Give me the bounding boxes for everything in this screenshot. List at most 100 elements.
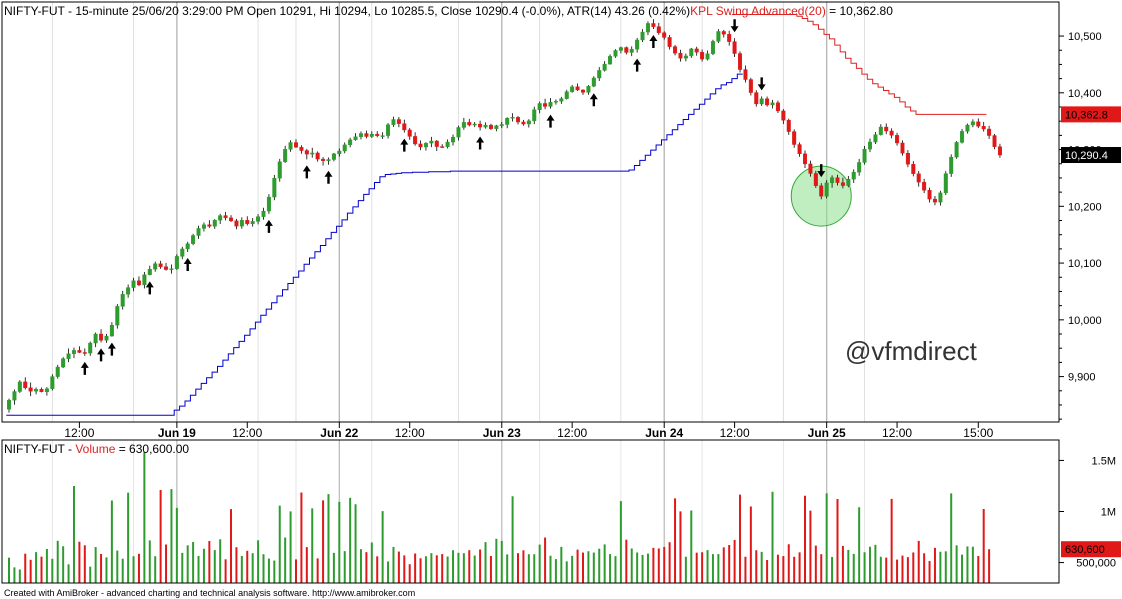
candle (997, 143, 1002, 158)
candle (608, 54, 613, 65)
volume-last-badge (1061, 541, 1121, 558)
candle-body (99, 333, 104, 341)
candle (873, 131, 878, 145)
candle-body (656, 26, 661, 33)
candle-body (207, 224, 212, 227)
candle-body (840, 182, 845, 186)
candle-body (283, 149, 288, 162)
candle (775, 100, 780, 113)
candle (786, 118, 791, 135)
candle-body (299, 146, 304, 151)
candle (537, 101, 542, 114)
candle (559, 96, 564, 104)
candle-body (700, 51, 705, 60)
candle (461, 117, 466, 130)
candle (846, 175, 851, 188)
candle (499, 121, 504, 128)
candle (721, 29, 726, 38)
candle (656, 22, 661, 35)
candle (293, 139, 298, 148)
candle (434, 139, 439, 152)
candle-body (846, 179, 851, 186)
candle (694, 46, 699, 56)
candle (277, 158, 282, 182)
candle-body (759, 98, 764, 105)
candle (835, 174, 840, 186)
candle (938, 190, 943, 206)
candle (6, 398, 11, 413)
candle-body (689, 48, 694, 57)
candle (759, 96, 764, 106)
candle (689, 47, 694, 58)
candle (77, 346, 82, 354)
candle-body (727, 34, 732, 42)
candle (532, 106, 537, 125)
candle-body (185, 243, 190, 250)
candle (710, 39, 715, 56)
time-axis-label: Jun 24 (645, 426, 683, 440)
candle-body (981, 126, 986, 130)
candle-body (445, 141, 450, 147)
candle-body (375, 133, 380, 136)
candle-body (781, 110, 786, 121)
resistance-line-layer (731, 14, 987, 115)
candle (413, 132, 418, 146)
time-axis: 12:00 Jun 19 12:00 Jun 22 12:00 Jun 23 12:00 Ju… (64, 422, 994, 440)
volume-pane: 500,000 1M 1.5M 630,600 NIFTY-FUT - Volume … (1, 439, 1121, 584)
candle (916, 170, 921, 187)
indicator-badge (1061, 106, 1121, 123)
candle (239, 217, 244, 229)
candle (12, 389, 17, 405)
candle (543, 98, 548, 110)
candle-body (851, 171, 856, 180)
candle (299, 145, 304, 154)
candle (315, 151, 320, 162)
candle (310, 147, 315, 158)
candle (640, 29, 645, 43)
candle-body (218, 215, 223, 221)
candle (104, 333, 109, 343)
candle (440, 144, 445, 149)
candle-body (662, 32, 667, 38)
candle-body (451, 136, 456, 143)
candle (55, 364, 60, 379)
candle-body (602, 63, 607, 71)
candle-body (326, 159, 331, 161)
candle-body (775, 102, 780, 112)
candle-body (629, 48, 634, 53)
candle-body (943, 173, 948, 194)
candle (456, 125, 461, 141)
candle-body (754, 92, 759, 105)
volume-axis: 500,000 1M 1.5M 630,600 (1059, 455, 1121, 570)
candle-body (748, 79, 753, 93)
candle (375, 131, 380, 138)
price-header: NIFTY-FUT - 15-minute 25/06/20 3:29:00 P… (4, 4, 893, 18)
candle-body (201, 224, 206, 229)
candle-body (813, 173, 818, 186)
candle (229, 215, 234, 222)
price-axis-label: 10,400 (1068, 88, 1102, 100)
candle (987, 125, 992, 140)
time-axis-label: 12:00 (720, 426, 750, 440)
candle-body (109, 324, 114, 337)
candle-body (12, 391, 17, 401)
candle-body (272, 177, 277, 198)
candle (862, 145, 867, 165)
candle (423, 142, 428, 151)
candle-body (6, 399, 11, 410)
candle (770, 99, 775, 109)
candle-body (862, 148, 867, 163)
buy-arrow-icon (97, 348, 106, 362)
candle-body (461, 122, 466, 128)
candle-body (678, 52, 683, 59)
candle (196, 225, 201, 239)
candle (418, 140, 423, 151)
candle-body (608, 56, 613, 65)
candle (353, 133, 358, 141)
candle (700, 49, 705, 62)
candle-body (440, 146, 445, 148)
candle (624, 46, 629, 55)
candle-body (196, 228, 201, 236)
candle-body (245, 220, 250, 224)
candle (207, 220, 212, 228)
